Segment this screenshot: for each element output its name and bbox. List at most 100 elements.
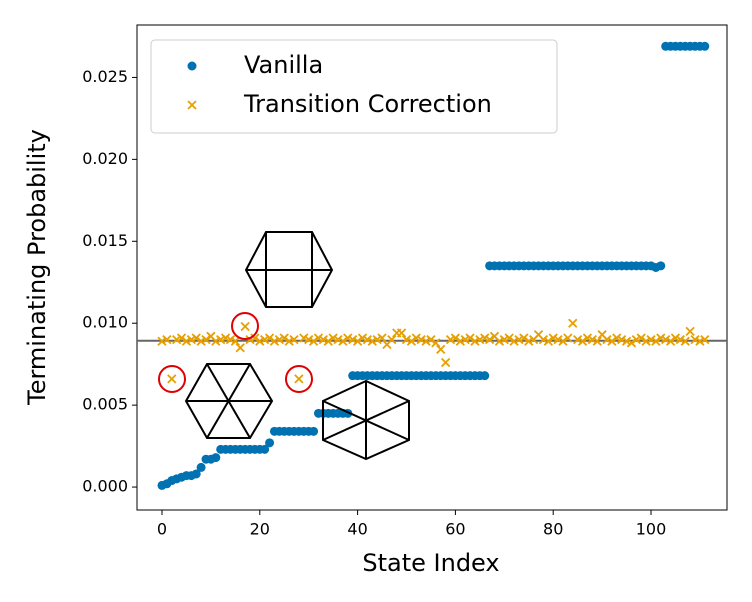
x-stroke — [187, 100, 197, 110]
x-stroke — [240, 321, 250, 332]
x-stroke — [416, 334, 426, 345]
x-marker — [167, 374, 177, 384]
x-marker — [406, 336, 417, 346]
x-stroke — [607, 336, 617, 346]
x-marker — [440, 357, 451, 368]
x-marker — [465, 333, 475, 343]
x-stroke — [587, 334, 597, 345]
x-marker — [484, 334, 495, 345]
plot-frame — [136, 24, 728, 511]
x-marker — [563, 333, 573, 343]
x-stroke — [328, 333, 338, 343]
x-stroke — [538, 334, 549, 345]
x-stroke — [651, 336, 661, 346]
x-stroke — [665, 336, 676, 346]
legend: Vanilla Transition Correction — [150, 39, 558, 134]
x-stroke — [602, 334, 612, 345]
x-tick-label: 40 — [347, 520, 367, 539]
annotations — [158, 231, 410, 461]
x-stroke — [680, 336, 690, 346]
point — [187, 61, 197, 71]
x-stroke — [646, 334, 656, 345]
x-stroke — [450, 333, 461, 343]
x-stroke — [352, 336, 363, 346]
point — [265, 438, 275, 448]
x-stroke — [592, 336, 602, 346]
x-stroke — [396, 328, 407, 338]
x-stroke — [338, 336, 348, 346]
x-marker — [191, 333, 201, 343]
legend-box — [150, 39, 558, 134]
icon-line — [206, 363, 251, 439]
point — [211, 453, 221, 463]
x-marker — [294, 374, 304, 384]
point — [260, 444, 270, 454]
x-stroke — [548, 333, 558, 343]
x-stroke — [626, 338, 637, 348]
x-stroke — [573, 334, 583, 345]
x-marker — [577, 336, 588, 346]
x-stroke — [661, 334, 671, 345]
x-stroke — [362, 334, 373, 345]
x-marker — [568, 318, 578, 328]
x-marker — [176, 333, 187, 343]
x-stroke — [553, 334, 563, 345]
x-stroke — [617, 334, 627, 345]
x-stroke — [264, 333, 275, 343]
x-marker — [700, 334, 710, 345]
x-stroke — [685, 326, 695, 337]
x-stroke — [377, 333, 387, 343]
x-marker — [279, 333, 289, 343]
highlight-circle — [285, 365, 313, 393]
point — [700, 41, 710, 51]
x-stroke — [235, 343, 245, 353]
x-marker — [396, 328, 407, 338]
x-stroke — [484, 334, 495, 345]
x-stroke — [162, 334, 172, 345]
x-stroke — [250, 333, 260, 343]
x-stroke — [597, 330, 607, 340]
x-stroke — [675, 334, 685, 345]
x-marker — [519, 333, 529, 343]
x-marker — [240, 321, 250, 332]
x-marker — [387, 334, 397, 345]
x-stroke — [480, 333, 490, 343]
x-marker — [685, 326, 695, 337]
x-tick-label: 0 — [157, 520, 167, 539]
x-marker — [543, 336, 553, 346]
x-stroke — [220, 333, 231, 343]
x-stroke — [387, 334, 397, 345]
x-stroke — [308, 336, 319, 346]
x-marker — [230, 336, 240, 346]
x-marker — [264, 333, 275, 343]
x-stroke — [656, 333, 666, 343]
x-stroke — [621, 336, 632, 346]
x-stroke — [167, 374, 177, 384]
x-marker — [450, 333, 461, 343]
x-stroke — [519, 333, 529, 343]
x-stroke — [176, 333, 187, 343]
x-stroke — [313, 333, 324, 343]
x-marker — [636, 333, 646, 343]
x-stroke — [568, 318, 578, 328]
x-stroke — [279, 333, 289, 343]
x-stroke — [294, 374, 304, 384]
point — [196, 462, 206, 472]
x-stroke — [577, 336, 588, 346]
icon-line — [322, 400, 410, 441]
x-marker — [352, 336, 363, 346]
y-tick-label: 0.015 — [82, 231, 128, 250]
x-tick-label: 20 — [250, 520, 270, 539]
y-tick-label: 0.010 — [82, 313, 128, 332]
point — [191, 469, 201, 479]
x-stroke — [348, 334, 358, 345]
x-stroke — [191, 333, 201, 343]
x-stroke — [440, 357, 451, 368]
y-axis-label: Terminating Probability — [23, 129, 51, 406]
x-stroke — [558, 336, 568, 346]
x-stroke — [201, 334, 211, 345]
x-stroke — [304, 334, 314, 345]
x-stroke — [318, 334, 329, 345]
x-marker — [558, 336, 568, 346]
